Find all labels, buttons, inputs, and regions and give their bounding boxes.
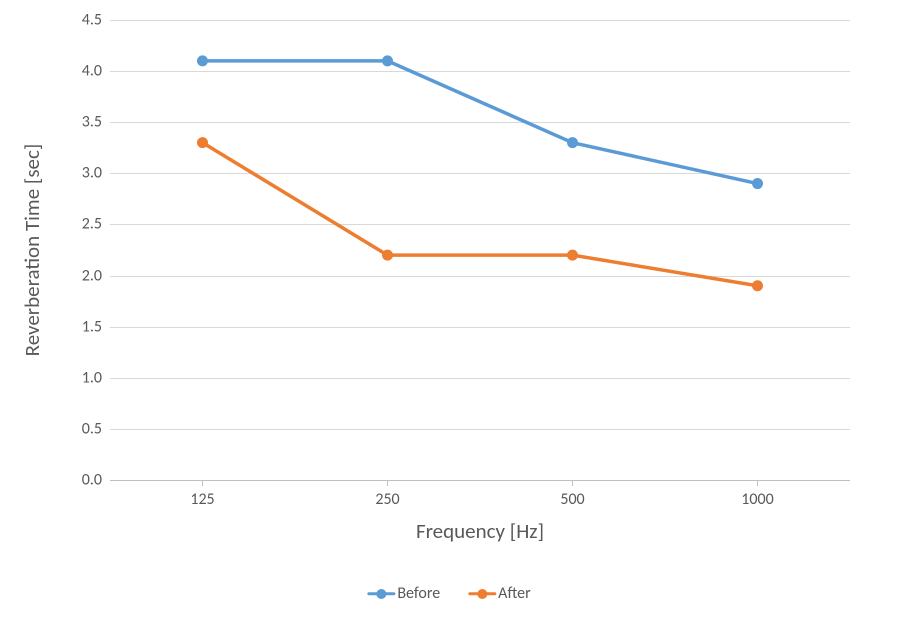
x-axis-title: Frequency [Hz] [416,518,544,544]
chart-container: 0.0 0.5 1.0 1.5 2.0 2.5 3.0 3.5 4.0 4.5 125 250 500… [0,0,898,617]
x-tick-label: 1000 [741,490,773,509]
y-tick-label: 0.5 [66,419,102,438]
legend-swatch [367,587,395,601]
x-tick-mark [757,480,758,486]
gridline [110,71,850,72]
x-tick-label: 500 [560,490,584,509]
x-tick-mark [572,480,573,486]
gridline [110,122,850,123]
gridline [110,20,850,21]
y-tick-label: 0.0 [66,471,102,490]
legend-swatch [468,587,496,601]
gridline [110,224,850,225]
gridline [110,378,850,379]
y-tick-label: 2.0 [66,266,102,285]
legend-item-before: Before [367,584,440,603]
x-tick-label: 250 [375,490,399,509]
gridline [110,276,850,277]
y-axis-title: Reverberation Time [sec] [19,144,45,357]
plot-area [110,20,850,480]
gridline [110,429,850,430]
y-tick-label: 4.0 [66,62,102,81]
gridline [110,173,850,174]
legend-label: After [498,584,530,603]
y-tick-label: 2.5 [66,215,102,234]
legend: Before After [367,584,530,603]
x-tick-mark [387,480,388,486]
x-tick-mark [202,480,203,486]
y-tick-label: 4.5 [66,11,102,30]
y-tick-label: 1.0 [66,368,102,387]
gridline [110,480,850,481]
gridline [110,327,850,328]
y-tick-label: 1.5 [66,317,102,336]
x-tick-label: 125 [190,490,214,509]
y-tick-label: 3.5 [66,113,102,132]
y-tick-label: 3.0 [66,164,102,183]
legend-item-after: After [468,584,530,603]
legend-label: Before [397,584,440,603]
